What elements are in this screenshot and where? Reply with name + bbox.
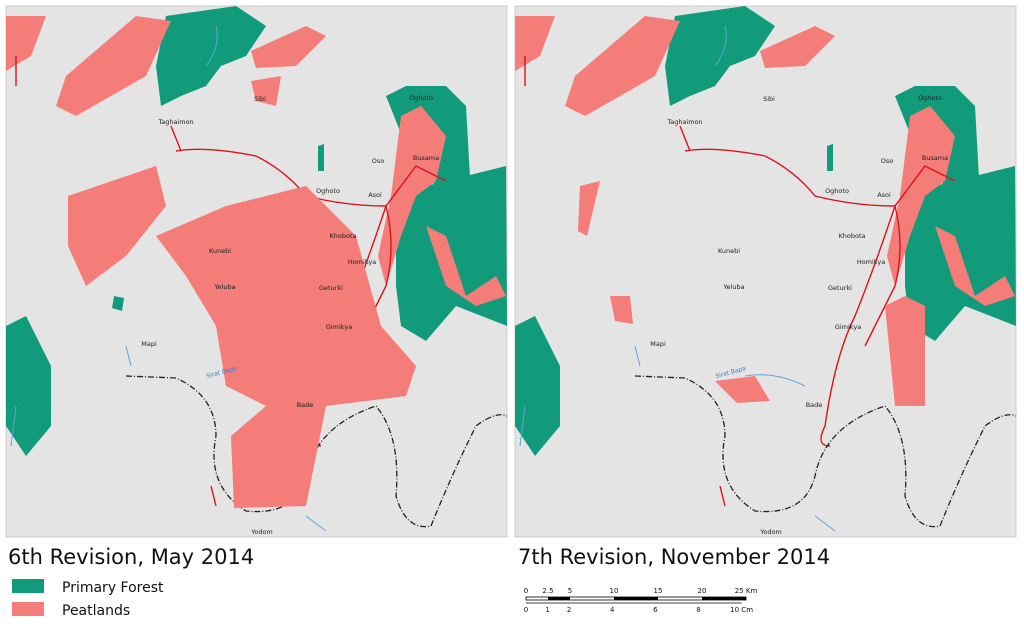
scale-cm-label: 4 [610,606,615,614]
place-label: Mapi [650,340,666,348]
place-label: Oghoto [825,187,849,195]
scale-cm-label: 10 Cm [730,606,753,614]
scale-seg [614,597,658,600]
place-label: Busama [413,154,439,162]
legend-swatch [12,579,44,593]
place-label: Kunebi [718,247,740,255]
legend-swatch [12,602,44,616]
scale-cm-label: 1 [545,606,549,614]
scale-km-label: 10 [610,587,619,595]
place-label: Taghaimon [157,118,193,126]
place-label: Asoi [368,191,382,199]
scale-bar: 0 2.5 5 10 15 20 25 Km 0 1 2 4 6 8 10 Cm [524,587,758,614]
place-label: Oso [881,157,894,165]
legend-label: Primary Forest [62,580,164,596]
legend-label: Peatlands [62,603,130,619]
place-label: Geturki [319,284,343,292]
place-label: Yodom [759,528,782,536]
place-label: Taghaimon [666,118,702,126]
place-label: Bade [297,401,314,409]
map-6th [5,5,508,538]
place-label: Sibi [254,95,266,103]
scale-cm-label: 6 [653,606,658,614]
place-label: Sibi [763,95,775,103]
place-label: Oghoto [409,94,433,102]
scale-km-label: 5 [568,587,572,595]
scale-km-label: 25 Km [735,587,758,595]
place-label: Busama [922,154,948,162]
place-label: Gimikya [326,323,352,331]
place-label: Mapi [141,340,157,348]
map-7th [514,5,1017,538]
place-label: Asoi [877,191,891,199]
place-label: Khobota [330,232,357,240]
place-label: Geturki [828,284,852,292]
place-label: Homikya [857,258,885,266]
place-label: Oso [372,157,385,165]
place-label: Yeluba [722,283,744,291]
caption: 7th Revision, November 2014 [518,545,830,569]
place-label: Khobota [839,232,866,240]
legend: Primary Forest Peatlands [12,579,164,619]
scale-km-label: 20 [698,587,707,595]
place-label: Bade [806,401,823,409]
place-label: Yeluba [213,283,235,291]
scale-cm-label: 8 [696,606,700,614]
scale-km-label: 0 [524,587,528,595]
place-label: Gimikya [835,323,861,331]
scale-cm-label: 2 [567,606,571,614]
scale-km-label: 2.5 [542,587,553,595]
caption: 6th Revision, May 2014 [8,545,254,569]
place-label: Yodom [250,528,273,536]
place-label: Oghoto [918,94,942,102]
place-label: Homikya [348,258,376,266]
scale-seg [702,597,746,600]
place-label: Kunebi [209,247,231,255]
scale-seg [548,597,570,600]
place-label: Oghoto [316,187,340,195]
scale-cm-label: 0 [524,606,528,614]
scale-km-label: 15 [654,587,663,595]
